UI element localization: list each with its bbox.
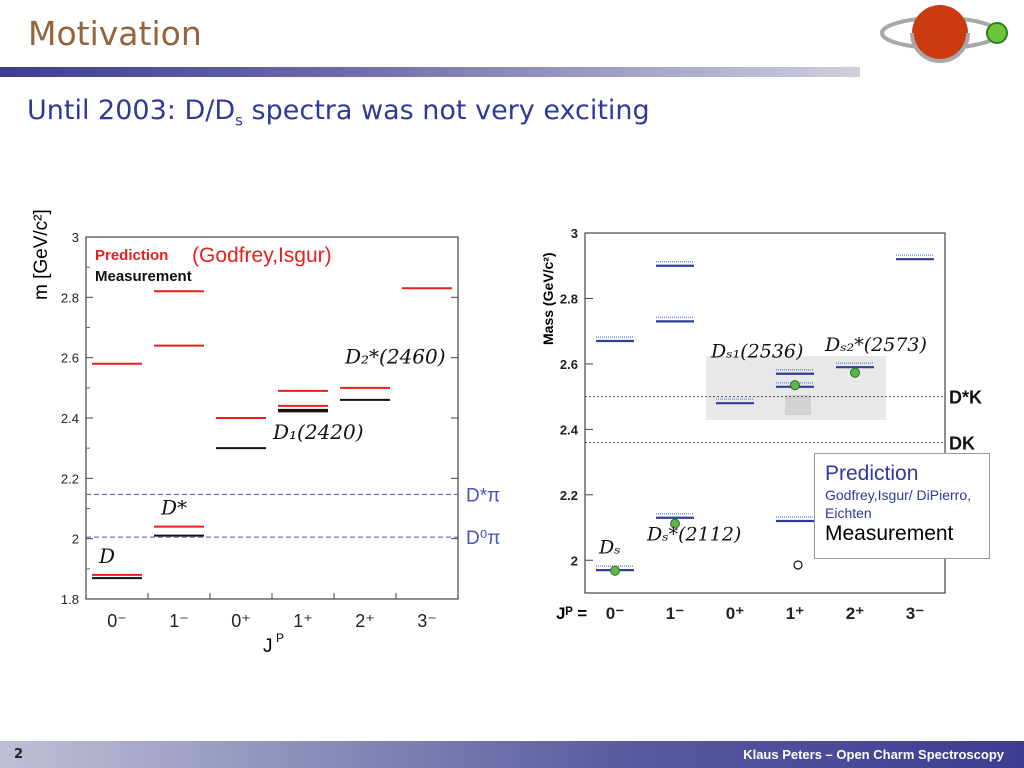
right-legend-measurement: Measurement <box>825 522 954 545</box>
page-number: 2 <box>14 747 24 762</box>
left-x-tick-label: 0⁺ <box>231 611 251 631</box>
right-legend-box: Prediction Godfrey,Isgur/ DiPierro, Eich… <box>814 453 990 559</box>
left-legend-prediction: Prediction <box>95 247 168 264</box>
right-annotation-label: Dₛ <box>598 537 621 559</box>
slide-title: Motivation <box>28 14 202 53</box>
right-x-tick-label: 0⁻ <box>606 604 624 623</box>
right-measurement-marker <box>790 380 800 391</box>
right-y-tick-label: 2.2 <box>560 488 578 503</box>
right-measurement-marker <box>610 565 620 576</box>
right-x-axis-label: Jᴾ = <box>556 604 587 623</box>
left-x-tick-label: 1⁻ <box>169 611 189 631</box>
left-legend-reference: (Godfrey,Isgur) <box>192 244 332 267</box>
right-measurement-marker <box>850 367 860 378</box>
right-x-tick-label: 0⁺ <box>726 604 744 623</box>
right-measurement-marker <box>670 518 680 529</box>
left-x-tick-label: 2⁺ <box>355 611 375 631</box>
left-annotation-label: D* <box>160 496 187 520</box>
right-annotation-label: Dₛ₂*(2573) <box>824 334 927 356</box>
right-highlight-inner <box>785 395 811 415</box>
left-y-tick-label: 2.4 <box>61 411 79 426</box>
title-underline-bar <box>0 67 860 77</box>
right-plot-frame <box>584 232 946 594</box>
left-y-tick-label: 2.2 <box>61 471 79 486</box>
footer-bar: 2 Klaus Peters – Open Charm Spectroscopy <box>0 741 1024 768</box>
footer-text: Klaus Peters – Open Charm Spectroscopy <box>743 747 1004 762</box>
left-x-axis-label: J <box>263 636 273 657</box>
left-y-axis-label: m [GeV/c²] <box>31 209 52 300</box>
left-annotation-label: D₂*(2460) <box>344 345 446 369</box>
right-y-tick-label: 2.4 <box>560 422 579 437</box>
planet-logo-icon <box>880 5 1008 63</box>
right-legend-prediction: Prediction <box>825 462 919 485</box>
right-threshold-label: DK <box>949 433 975 453</box>
right-x-tick-label: 1⁻ <box>666 604 684 623</box>
left-threshold-label: D*π <box>466 485 500 506</box>
right-y-tick-label: 2.8 <box>560 291 578 306</box>
left-y-tick-label: 2.6 <box>61 351 79 366</box>
right-y-tick-label: 2 <box>571 553 578 568</box>
right-x-tick-label: 3⁻ <box>906 604 924 623</box>
left-y-tick-label: 3 <box>72 230 79 245</box>
left-plot-frame <box>85 236 459 600</box>
right-y-axis-label: Mass (GeV/c²) <box>540 252 556 345</box>
left-y-tick-label: 2 <box>72 532 79 547</box>
right-annotation-label: Dₛ₁(2536) <box>710 340 803 362</box>
right-x-tick-label: 1⁺ <box>786 604 804 623</box>
right-y-tick-label: 2.6 <box>560 357 578 372</box>
right-x-tick-label: 2⁺ <box>846 604 864 623</box>
left-annotation-label: D <box>98 544 115 568</box>
slide-subtitle: Until 2003: D/Ds spectra was not very ex… <box>27 95 650 130</box>
right-y-tick-label: 3 <box>571 226 578 241</box>
left-x-tick-label: 1⁺ <box>293 611 313 631</box>
left-x-tick-label: 3⁻ <box>417 611 437 631</box>
left-legend-measurement: Measurement <box>95 268 192 285</box>
right-annotation-label: Dₛ*(2112) <box>646 524 741 546</box>
left-threshold-label: D⁰π <box>466 528 500 549</box>
left-y-tick-label: 2.8 <box>61 290 79 305</box>
right-legend-reference: Godfrey,Isgur/ DiPierro, Eichten <box>825 487 972 521</box>
left-y-tick-label: 1.8 <box>61 592 79 607</box>
right-open-marker <box>793 560 803 570</box>
left-x-axis-label-sup: P <box>276 631 284 645</box>
left-x-tick-label: 0⁻ <box>107 611 127 631</box>
left-annotation-label: D₁(2420) <box>272 420 364 444</box>
right-threshold-label: D*K <box>949 388 982 408</box>
